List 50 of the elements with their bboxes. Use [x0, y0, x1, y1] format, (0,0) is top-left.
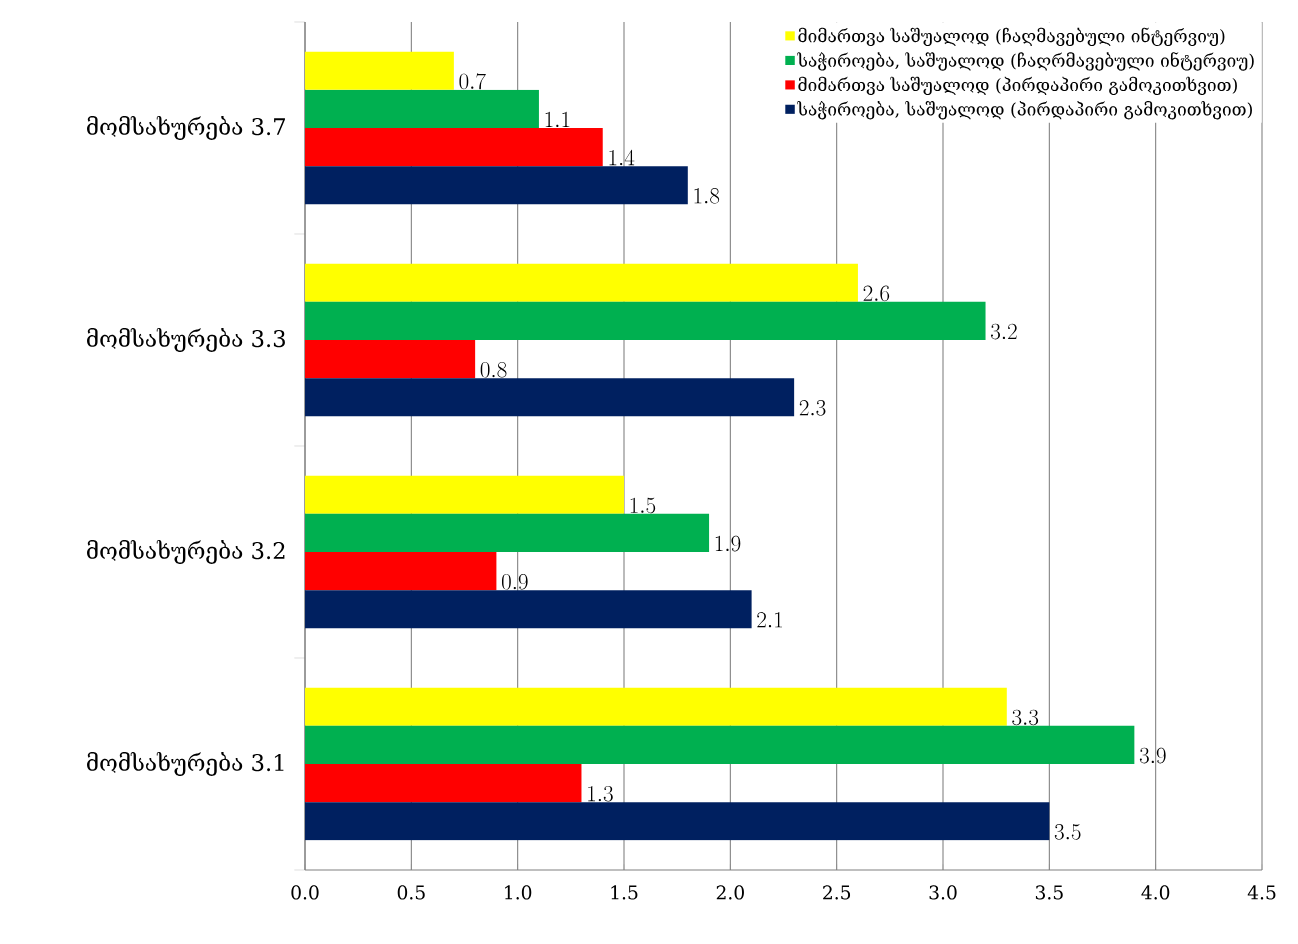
x-tick-label: 2.5: [823, 885, 851, 900]
data-label: 3.9: [1139, 747, 1166, 764]
x-tick-label: 1.0: [505, 885, 532, 900]
bar: [305, 166, 688, 205]
bar: [305, 513, 710, 552]
data-label: 3.2: [991, 323, 1017, 340]
bar: [305, 475, 625, 514]
legend-label: საჭიროება, საშუალოდ (ჩაღრმავებული ინტერვიუ): [797, 52, 1254, 71]
y-tick-label: მომსახურება 3.2: [87, 540, 285, 564]
data-label: 0.8: [480, 361, 507, 378]
bar: [305, 725, 1135, 764]
data-label: 2.6: [863, 285, 890, 302]
data-label: 1 . 1: [545, 111, 570, 128]
bar: [305, 378, 795, 417]
y-tick-label: მომსახურება 3.3: [87, 328, 285, 352]
bar: [305, 764, 582, 803]
bar: [305, 301, 986, 340]
bar: [305, 51, 454, 90]
bar: [305, 551, 497, 591]
x-tick-label: 4.5: [1247, 885, 1276, 900]
bar: [305, 802, 1050, 841]
legend-label: მიმართვა საშუალოდ (პირდაპირი გამოკითხვით): [798, 76, 1237, 96]
legend-label: მიმართვა საშუალოდ (ჩაღმავებული ინტერვიუ): [798, 27, 1225, 47]
x-tick-label: 3.0: [929, 885, 957, 900]
data-label: 1 .8: [694, 188, 720, 204]
data-label: 2. 1: [757, 612, 782, 628]
data-label: 1 .3: [588, 785, 613, 802]
y-tick-label: მომსახურება 3.7: [87, 116, 285, 140]
data-label: 1 .5: [630, 497, 656, 514]
x-tick-label: 1.5: [611, 885, 638, 900]
y-tick-label: მომსახურება 3.1: [87, 752, 284, 776]
legend-label: საჭიროება, საშუალოდ (პირდაპირი გამოკითხვით): [797, 101, 1252, 120]
bar: [305, 128, 603, 167]
x-tick-label: 2.0: [716, 885, 744, 900]
bar: [305, 687, 1007, 726]
data-label: 1 .4: [609, 149, 635, 166]
data-label: 2.3: [799, 400, 826, 416]
x-tick-label: 3.5: [1035, 885, 1063, 900]
bar: [305, 590, 752, 629]
data-label: 3.5: [1054, 824, 1081, 840]
x-tick-label: 4.0: [1141, 885, 1170, 900]
bar: [305, 89, 539, 128]
data-label: 0.9: [502, 573, 528, 590]
bar: [305, 340, 476, 379]
data-label: 1 .9: [715, 535, 741, 552]
bar: [305, 263, 858, 302]
x-tick-label: 0.0: [291, 885, 319, 900]
x-tick-label: 0.5: [397, 885, 425, 900]
data-label: 0.7: [459, 73, 486, 90]
data-label: 3.3: [1012, 709, 1039, 726]
